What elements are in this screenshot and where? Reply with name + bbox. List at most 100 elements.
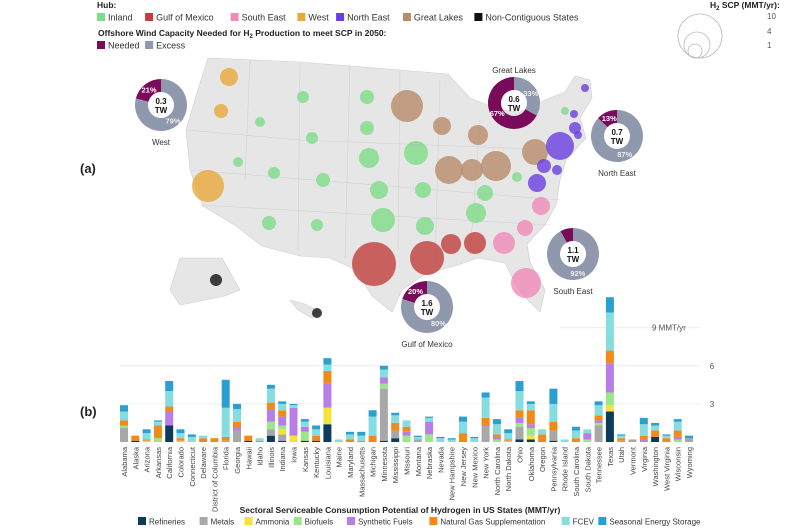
bar-segment-synthetic-fuels — [266, 408, 275, 422]
state-bubble — [311, 219, 323, 231]
donut-hub-label: North East — [598, 169, 637, 178]
bar-segment-synthetic-fuels — [425, 421, 434, 435]
x-tick-label: New Hampshire — [448, 447, 457, 500]
bar-segment-natural-gas-supplementation — [538, 434, 547, 442]
bar-segment-synthetic-fuels — [583, 433, 592, 440]
state-bubble — [517, 220, 533, 236]
bar-segment-biofuels — [379, 383, 388, 389]
bar-segment-seasonal-energy-storage — [413, 435, 422, 437]
state-bubble — [528, 174, 546, 192]
bar-segment-natural-gas-supplementation — [368, 435, 377, 442]
sector-label-0: Refineries — [149, 518, 185, 527]
x-tick-label: Nebraska — [425, 446, 434, 479]
bar-segment-natural-gas-supplementation — [617, 438, 626, 441]
bar-segment-fcev — [289, 405, 298, 408]
bar-segment-biofuels — [526, 428, 535, 436]
wind-label-0: Needed — [108, 41, 140, 51]
x-tick-label: Nevada — [436, 446, 445, 473]
bar-segment-seasonal-energy-storage — [572, 426, 580, 431]
bar-segment-synthetic-fuels — [278, 416, 287, 426]
x-tick-label: North Carolina — [493, 446, 502, 495]
hub-swatch-3 — [297, 13, 306, 21]
bar-segment-fcev — [334, 439, 343, 442]
state-bubble — [435, 156, 463, 184]
bar-segment-fcev — [120, 411, 128, 421]
bar-segment-seasonal-energy-storage — [425, 416, 434, 418]
bar-segment-natural-gas-supplementation — [312, 435, 321, 441]
bar-segment-natural-gas-supplementation — [391, 422, 400, 431]
x-tick-label: Ohio — [516, 447, 525, 463]
bar-segment-fcev — [142, 433, 151, 440]
bar-segment-fcev — [572, 430, 580, 439]
state-bubble — [371, 208, 395, 232]
bar-segment-metals — [120, 428, 128, 442]
x-tick-label: Maine — [335, 447, 344, 467]
bar-segment-seasonal-energy-storage — [515, 381, 524, 392]
bar-segment-seasonal-energy-storage — [662, 434, 671, 436]
size-label-10: 10 — [767, 12, 776, 21]
bar-segment-refineries — [605, 411, 614, 442]
state-bubble — [220, 68, 238, 86]
size-label-1: 1 — [767, 41, 772, 50]
x-tick-label: South Carolina — [572, 446, 581, 496]
bar-segment-metals — [481, 426, 490, 442]
donut-excess-label: 80% — [431, 319, 446, 328]
bar-segment-metals — [594, 425, 603, 442]
state-bubble — [468, 125, 488, 145]
bar-segment-refineries — [651, 436, 660, 442]
bar-segment-natural-gas-supplementation — [278, 410, 287, 417]
bar-segment-natural-gas-supplementation — [244, 435, 253, 441]
bar-segment-seasonal-energy-storage — [549, 388, 558, 404]
bar-segment-fcev — [549, 403, 558, 422]
x-tick-label: Connecticut — [188, 446, 197, 487]
x-tick-label: Michigan — [369, 447, 378, 477]
bar-segment-biofuels — [515, 422, 524, 427]
bar-segment-metals — [549, 430, 558, 441]
x-tick-label: North Dakota — [504, 446, 513, 491]
bar-segment-fcev — [583, 429, 592, 434]
donut-unit: TW — [155, 106, 168, 115]
donut-west: 0.3TW 21% 79% West — [135, 79, 187, 147]
x-tick-label: West Virginia — [662, 446, 671, 491]
state-bubble — [404, 141, 428, 165]
x-tick-label: Missouri — [403, 447, 412, 475]
bar-chart-bars — [120, 297, 693, 442]
bar-segment-synthetic-fuels — [402, 431, 411, 436]
donut-needed-slice — [135, 79, 161, 102]
bar-segment-fcev — [447, 439, 456, 442]
bar-segment-fcev — [368, 416, 377, 436]
donut-excess-label: 33% — [523, 89, 538, 98]
state-bubble — [570, 110, 578, 118]
bar-segment-natural-gas-supplementation — [526, 410, 535, 425]
donut-excess-slice — [401, 281, 454, 334]
bar-segment-seasonal-energy-storage — [357, 431, 366, 436]
bar-segment-seasonal-energy-storage — [492, 419, 501, 425]
state-bubble — [441, 234, 461, 254]
x-tick-label: New Mexico — [470, 447, 479, 488]
bar-segment-metals — [628, 439, 637, 442]
bar-segment-seasonal-energy-storage — [176, 429, 185, 434]
state-bubble — [546, 132, 574, 160]
x-tick-label: Arkansas — [154, 447, 163, 479]
bar-segment-metals — [233, 430, 241, 442]
wind-label-1: Excess — [156, 41, 186, 51]
bar-segment-metals — [515, 426, 524, 440]
size-circle-1 — [687, 43, 703, 59]
panel-label-a: (a) — [80, 161, 96, 176]
bar-segment-biofuels — [153, 438, 162, 442]
bar-segment-seasonal-energy-storage — [651, 422, 660, 426]
sector-label-2: Ammonia — [256, 518, 290, 527]
bar-segment-synthetic-fuels — [323, 383, 332, 408]
x-tick-label: Idaho — [256, 447, 265, 466]
hub-legend: Inland Gulf of Mexico South East West North … — [97, 13, 579, 23]
donut-unit: TW — [567, 255, 580, 264]
bar-segment-fcev — [651, 425, 660, 431]
bar-segment-seasonal-energy-storage — [526, 401, 535, 404]
bar-segment-refineries — [131, 440, 140, 442]
bar-segment-seasonal-energy-storage — [391, 412, 400, 416]
x-tick-label: Vermont — [629, 446, 638, 475]
bar-segment-synthetic-fuels — [289, 407, 298, 436]
bar-segment-fcev — [605, 312, 614, 351]
bar-segment-metals — [685, 438, 693, 442]
